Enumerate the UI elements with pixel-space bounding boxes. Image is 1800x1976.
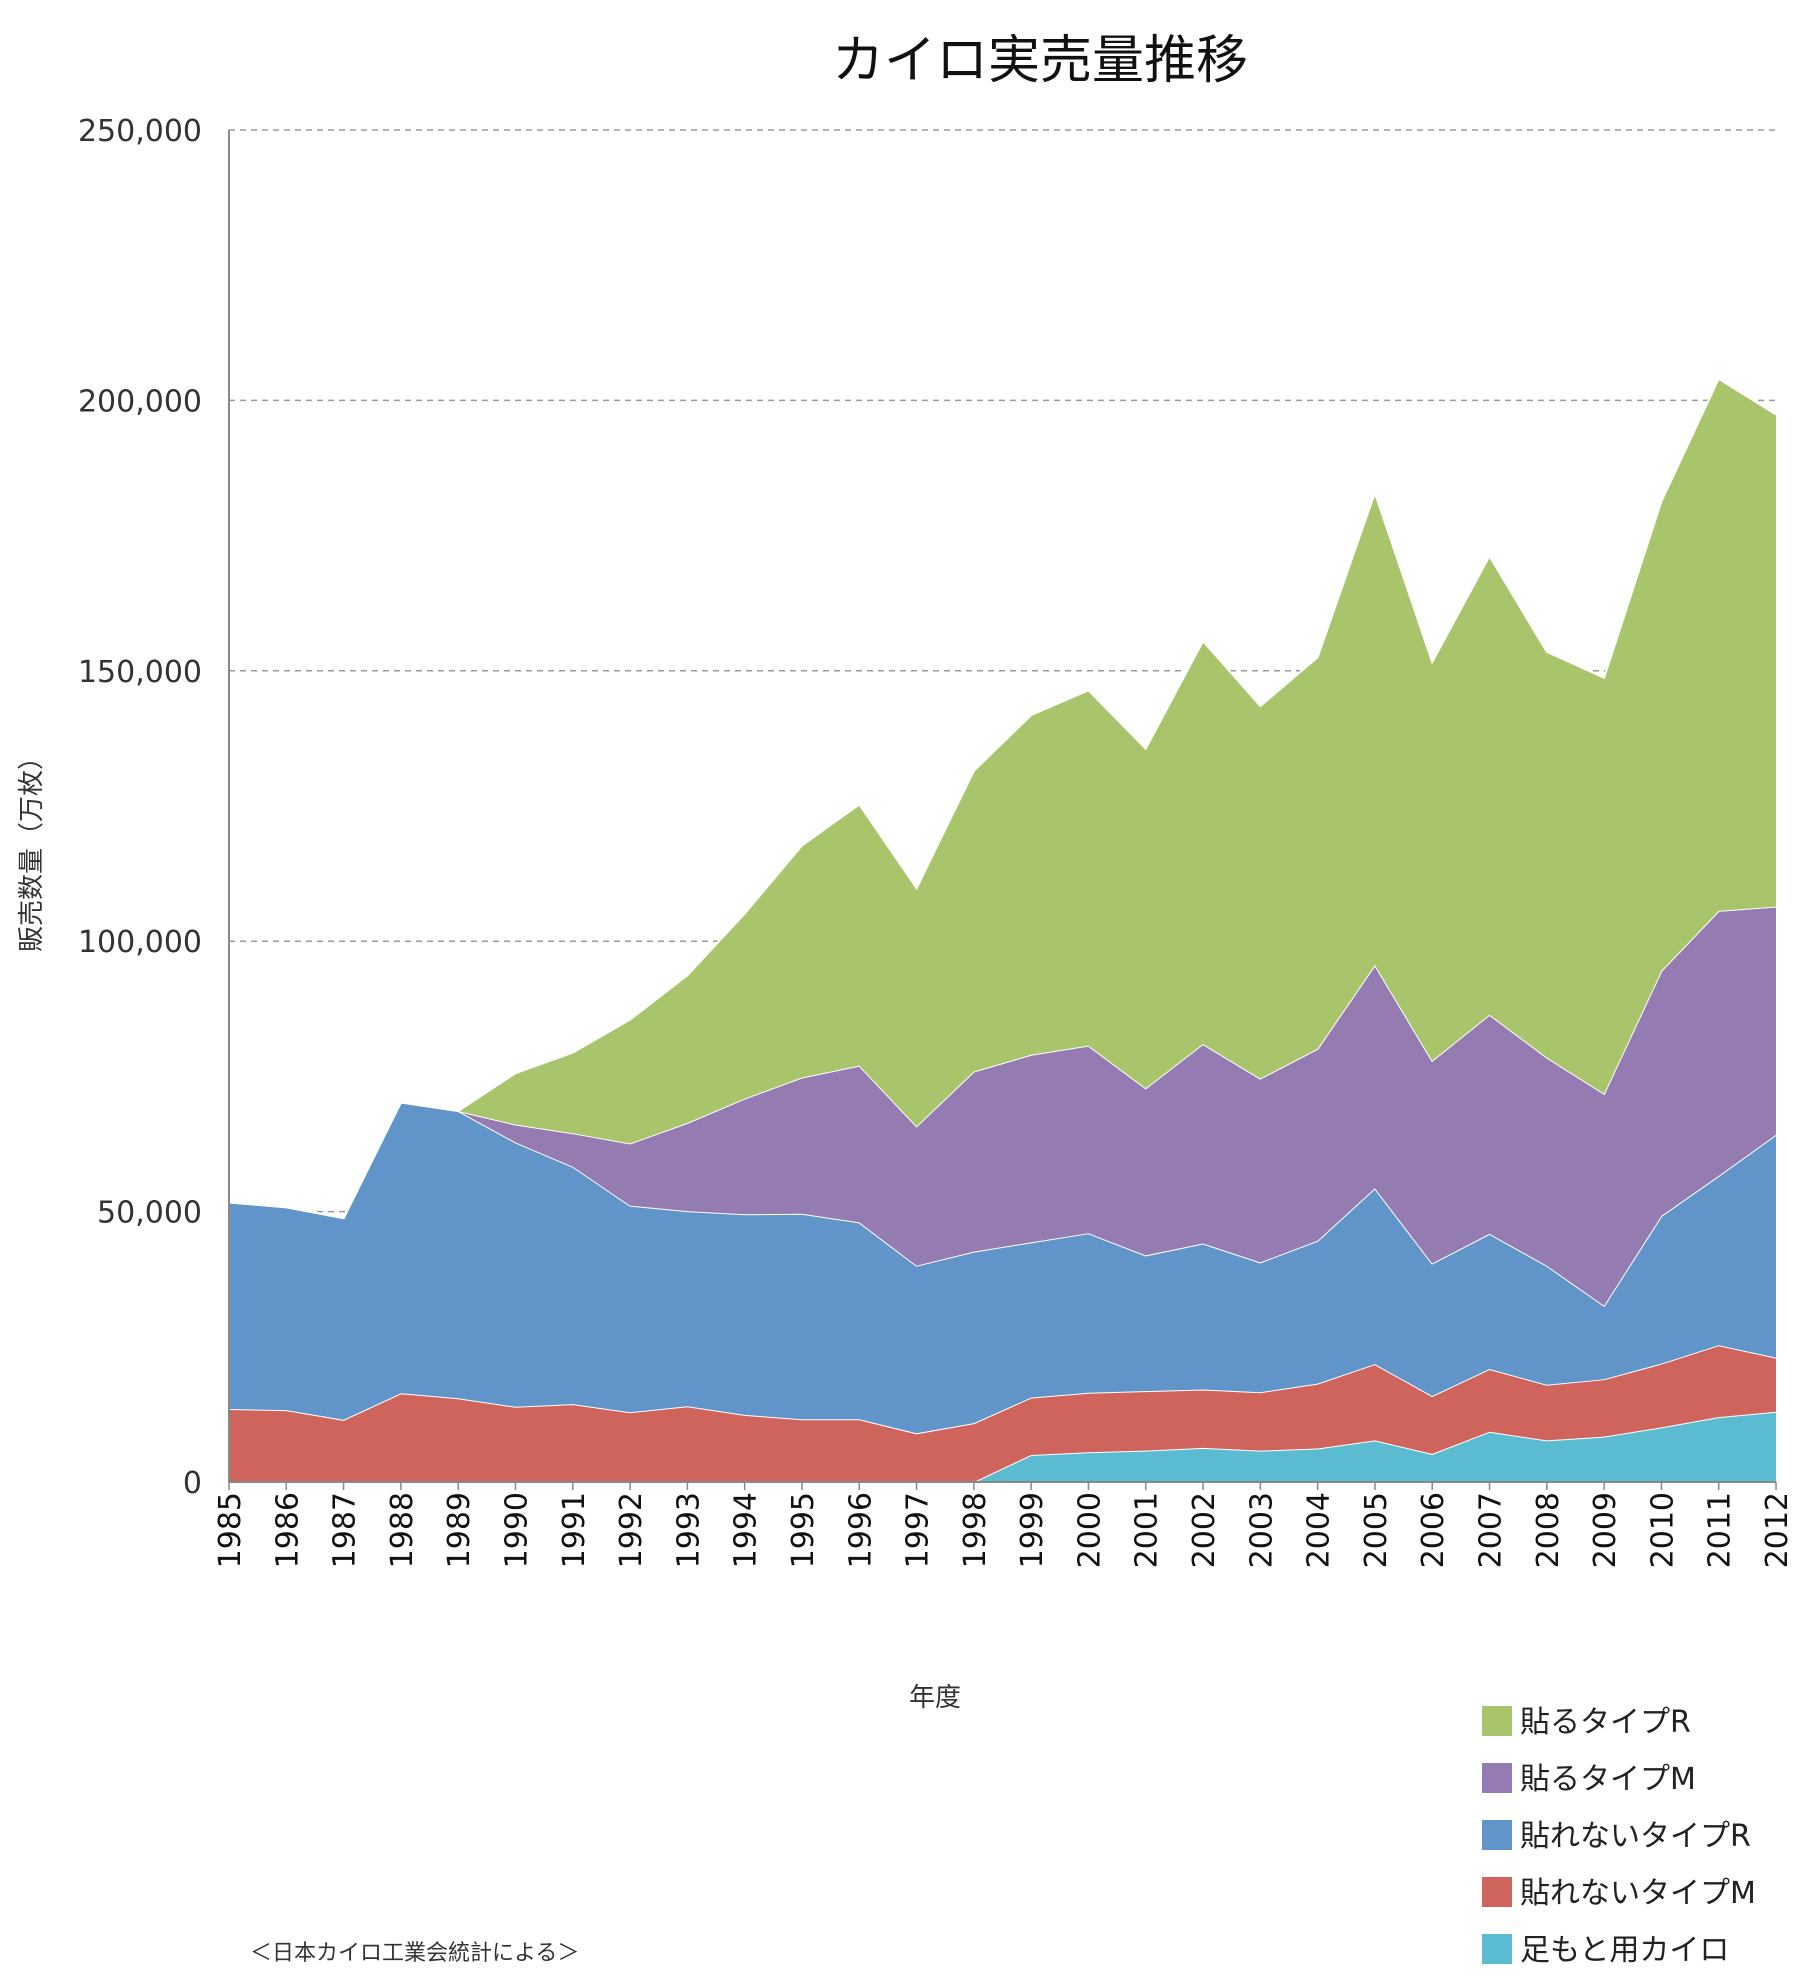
area-series xyxy=(229,1102,1776,1434)
x-tick-label: 2004 xyxy=(1302,1492,1337,1568)
y-tick-label: 50,000 xyxy=(97,1196,202,1231)
x-tick-label: 1987 xyxy=(328,1492,363,1568)
y-tick-label: 150,000 xyxy=(78,655,202,690)
x-tick-label: 1994 xyxy=(729,1492,764,1568)
y-tick-labels: 0 50,000 100,000 150,000 200,000 250,000 xyxy=(78,114,202,1501)
x-tick-label: 1999 xyxy=(1015,1492,1050,1568)
x-tick-label: 2011 xyxy=(1703,1492,1738,1568)
x-axis-label: 年度 xyxy=(909,1683,961,1713)
y-tick-label: 100,000 xyxy=(78,925,202,960)
x-tick-label: 1992 xyxy=(614,1492,649,1568)
x-tick-label: 1988 xyxy=(385,1492,420,1568)
y-axis-label: 販売数量（万枚） xyxy=(17,744,47,952)
legend-swatch xyxy=(1482,1820,1512,1850)
x-tick-label: 1990 xyxy=(499,1492,534,1568)
area-series xyxy=(229,1411,1776,1482)
stacked-areas xyxy=(228,377,1777,1483)
y-tick-label: 0 xyxy=(183,1466,202,1501)
legend-label: 貼れないタイプR xyxy=(1520,1819,1751,1854)
area-series xyxy=(229,906,1776,1306)
x-tick-label: 2010 xyxy=(1645,1492,1680,1568)
legend-swatch xyxy=(1482,1877,1512,1907)
x-tick-label: 1993 xyxy=(671,1492,706,1568)
legend-label: 足もと用カイロ xyxy=(1520,1933,1729,1968)
x-tick-label: 2000 xyxy=(1072,1492,1107,1568)
x-tick-label: 2012 xyxy=(1760,1492,1795,1568)
x-tick-label: 1986 xyxy=(270,1492,305,1568)
x-tick-label: 2007 xyxy=(1474,1492,1509,1568)
area-series-edge xyxy=(228,377,1777,1220)
legend: 貼るタイプR 貼るタイプM 貼れないタイプR 貼れないタイプM 足もと用カイロ xyxy=(1482,1705,1756,1968)
x-tick-label: 2002 xyxy=(1187,1492,1222,1568)
legend-label: 貼れないタイプM xyxy=(1520,1876,1756,1911)
x-tick-label: 2009 xyxy=(1588,1492,1623,1568)
legend-swatch xyxy=(1482,1763,1512,1793)
axes xyxy=(228,130,1776,1483)
area-series xyxy=(229,1345,1776,1482)
x-tick-label: 1989 xyxy=(442,1492,477,1568)
x-tick-label: 1995 xyxy=(786,1492,821,1568)
legend-swatch xyxy=(1482,1706,1512,1736)
legend-label: 貼るタイプR xyxy=(1520,1705,1691,1740)
x-tick-label: 2006 xyxy=(1416,1492,1451,1568)
x-tick-label: 2003 xyxy=(1244,1492,1279,1568)
source-note: ＜日本カイロ工業会統計による＞ xyxy=(250,1941,579,1966)
x-tick-label: 1997 xyxy=(901,1492,936,1568)
x-tick-label: 2001 xyxy=(1130,1492,1165,1568)
chart-title: カイロ実売量推移 xyxy=(832,31,1248,91)
y-tick-label: 250,000 xyxy=(78,114,202,149)
x-tick-label: 2008 xyxy=(1531,1492,1566,1568)
area-series xyxy=(229,378,1776,1219)
legend-swatch xyxy=(1482,1934,1512,1964)
x-tick-label: 1998 xyxy=(958,1492,993,1568)
x-tick-label: 1991 xyxy=(557,1492,592,1568)
legend-label: 貼るタイプM xyxy=(1520,1762,1696,1797)
x-tick-label: 1996 xyxy=(843,1492,878,1568)
x-tick-label: 2005 xyxy=(1359,1492,1394,1568)
x-tick-labels: 1985 1986 1987 1988 1989 1990 1991 1992 1993 1994… xyxy=(213,1482,1795,1568)
y-tick-label: 200,000 xyxy=(78,384,202,419)
x-tick-label: 1985 xyxy=(213,1492,248,1568)
